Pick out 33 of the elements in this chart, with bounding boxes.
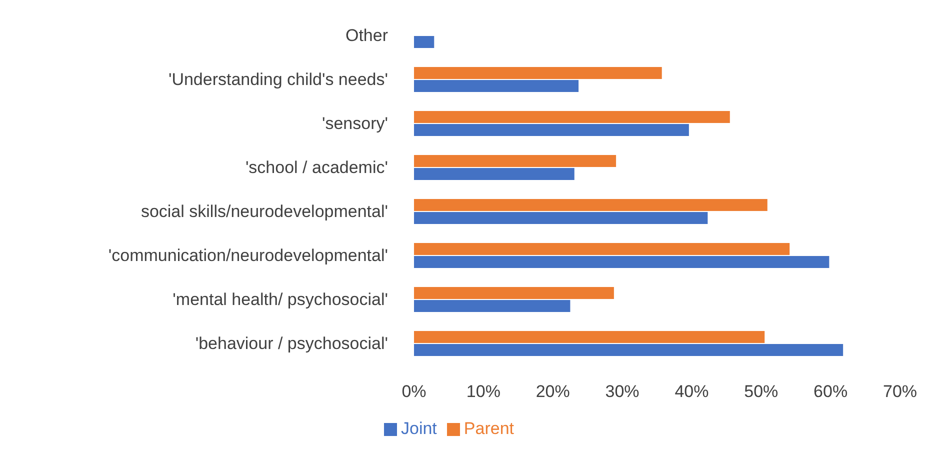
x-tick-label: 30% xyxy=(605,382,640,402)
y-tick-label: 'Understanding child's needs' xyxy=(168,70,388,90)
y-tick-label: 'sensory' xyxy=(322,114,388,134)
bar xyxy=(414,168,574,180)
bar xyxy=(414,155,616,167)
y-tick-label: 'behaviour / psychosocial' xyxy=(195,334,388,354)
x-tick-label: 10% xyxy=(466,382,500,402)
bar xyxy=(414,243,790,255)
bar xyxy=(414,111,730,123)
bar xyxy=(414,124,689,136)
bar xyxy=(414,199,768,211)
y-tick-label: social skills/neurodevelopmental' xyxy=(140,202,388,222)
bar xyxy=(414,300,570,312)
x-tick-label: 0% xyxy=(402,382,426,402)
bar xyxy=(414,331,765,343)
bar xyxy=(414,80,579,92)
x-tick-label: 60% xyxy=(814,382,848,402)
bar xyxy=(414,67,662,79)
bar xyxy=(414,344,844,356)
legend-label: Parent xyxy=(464,419,514,438)
y-tick-label: Other xyxy=(345,26,388,46)
x-tick-label: 50% xyxy=(744,382,778,402)
x-tick-label: 70% xyxy=(882,382,918,402)
bar xyxy=(414,287,614,299)
x-tick-label: 20% xyxy=(536,382,570,402)
legend-label: Joint xyxy=(400,419,437,438)
y-tick-label: 'school / academic' xyxy=(245,158,388,178)
bar xyxy=(414,36,434,48)
bar xyxy=(414,212,708,224)
y-tick-label: 'mental health/ psychosocial' xyxy=(172,290,388,310)
bar xyxy=(414,256,830,268)
x-tick-label: 40% xyxy=(674,382,709,402)
y-tick-label: 'communication/neurodevelopmental' xyxy=(108,246,388,266)
